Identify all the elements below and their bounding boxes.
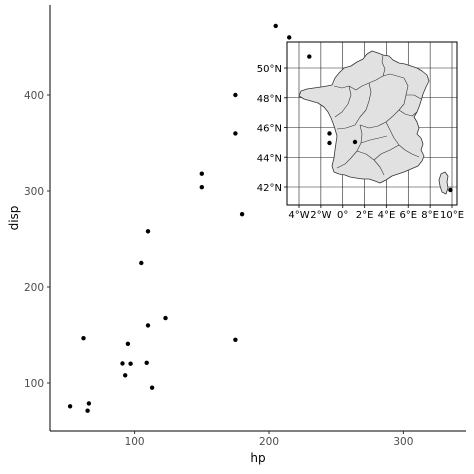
lat-tick-label: 44°N <box>257 153 282 164</box>
data-point <box>85 408 90 413</box>
data-point <box>239 212 245 217</box>
lat-tick-label: 48°N <box>257 94 282 105</box>
data-point <box>128 361 133 366</box>
lon-tick-label: 6°E <box>399 210 417 221</box>
lon-tick-label: 10°E <box>440 210 464 221</box>
inset-map: 42°N 44°N 46°N 48°N 50°N 4°W 2°W 0° 2°E 4°E 6°E 8°E… <box>257 41 464 221</box>
data-point <box>145 229 151 234</box>
data-point <box>287 35 292 40</box>
main-axes <box>49 5 466 432</box>
data-point <box>327 131 332 136</box>
data-point <box>149 385 155 390</box>
data-point <box>145 323 151 328</box>
x-tick-label: 200 <box>259 436 279 448</box>
data-point <box>199 185 204 190</box>
lon-tick-label: 4°E <box>378 210 396 221</box>
data-point <box>327 140 332 146</box>
lon-tick-label: 0° <box>337 210 348 221</box>
data-point <box>123 373 128 378</box>
y-tick-label: 100 <box>24 378 44 390</box>
data-point <box>86 401 92 406</box>
data-point <box>233 131 238 136</box>
y-axis-title: disp <box>7 206 21 231</box>
inset-ticks: 42°N 44°N 46°N 48°N 50°N 4°W 2°W 0° 2°E 4°E 6°E 8°E… <box>257 64 464 221</box>
france-map <box>298 50 449 195</box>
lat-tick-label: 46°N <box>257 124 282 135</box>
scatter-points <box>67 23 453 413</box>
lon-tick-label: 4°W <box>288 210 309 221</box>
data-point <box>233 337 238 342</box>
lon-tick-label: 2°E <box>356 210 374 221</box>
data-point <box>81 336 86 341</box>
lon-tick-label: 8°E <box>421 210 439 221</box>
data-point <box>233 92 238 98</box>
region-borders <box>333 54 422 176</box>
x-axis-title: hp <box>250 451 265 465</box>
data-point <box>448 187 453 193</box>
data-point <box>144 360 149 365</box>
x-tick-label: 100 <box>125 436 145 448</box>
y-tick-label: 200 <box>24 282 44 294</box>
corsica <box>438 171 449 195</box>
data-point <box>163 315 168 321</box>
y-tick-label: 400 <box>24 90 44 102</box>
data-point <box>139 260 144 266</box>
data-point <box>352 139 358 145</box>
data-point <box>120 361 125 366</box>
data-point <box>199 171 204 176</box>
lat-tick-label: 50°N <box>257 64 282 75</box>
data-point <box>307 54 312 59</box>
y-tick-label: 300 <box>24 186 44 198</box>
x-tick-label: 300 <box>393 436 413 448</box>
data-point <box>67 404 73 409</box>
data-point <box>125 341 131 346</box>
mainland-france <box>298 50 430 184</box>
inset-frame <box>286 41 458 206</box>
lon-tick-label: 2°W <box>310 210 331 221</box>
x-ticks: 100 200 300 <box>125 431 413 448</box>
lat-tick-label: 42°N <box>257 183 282 194</box>
y-ticks: 100 200 300 400 <box>24 90 50 390</box>
data-point <box>273 23 278 29</box>
